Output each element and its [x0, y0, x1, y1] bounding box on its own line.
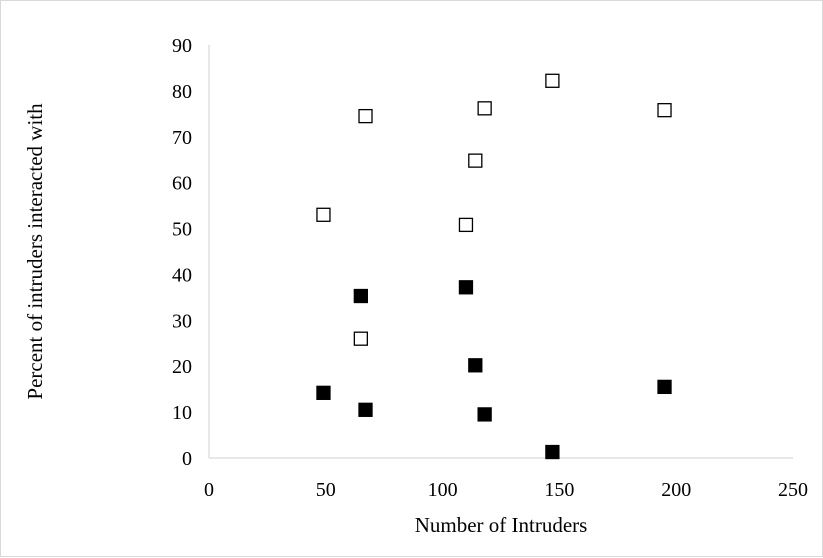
open-square-point: [458, 217, 474, 233]
filled-square-point: [458, 280, 474, 295]
y-tick-label: 40: [172, 264, 192, 286]
filled-square-point: [468, 358, 483, 373]
filled-square-point: [316, 385, 331, 400]
filled-square-point: [353, 288, 368, 304]
y-tick-label: 70: [172, 127, 192, 149]
x-tick-label: 50: [316, 479, 336, 501]
open-square-point: [358, 108, 373, 124]
y-tick-labels: 0 10 20 30 40 50 60 70 80 90: [172, 35, 192, 470]
filled-square-point: [358, 402, 373, 417]
y-tick-label: 80: [172, 81, 192, 103]
y-tick-label: 90: [172, 35, 192, 57]
y-tick-label: 0: [182, 448, 192, 470]
y-tick-label: 60: [172, 173, 192, 195]
x-tick-label: 150: [544, 479, 574, 501]
open-square-point: [316, 207, 331, 222]
data-points: [316, 73, 672, 460]
open-square-point: [657, 103, 672, 118]
y-tick-label: 30: [172, 310, 192, 332]
x-tick-label: 250: [778, 479, 808, 501]
x-tick-label: 200: [661, 479, 691, 501]
y-tick-label: 50: [172, 219, 192, 241]
x-tick-label: 100: [428, 479, 458, 501]
filled-square-point: [545, 444, 560, 460]
axes: [208, 45, 793, 459]
open-square-point: [468, 153, 483, 168]
filled-square-point: [657, 379, 672, 395]
open-square-point: [545, 73, 560, 88]
y-axis-title: Percent of intruders interacted with: [23, 103, 47, 400]
filled-square-point: [477, 407, 492, 422]
y-tick-label: 20: [172, 356, 192, 378]
x-tick-labels: 0 50 100 150 200 250: [204, 479, 808, 501]
x-tick-label: 0: [204, 479, 214, 501]
x-axis-title: Number of Intruders: [415, 513, 588, 537]
open-square-point: [477, 101, 492, 116]
open-square-point: [353, 331, 368, 346]
y-tick-label: 10: [172, 402, 192, 424]
